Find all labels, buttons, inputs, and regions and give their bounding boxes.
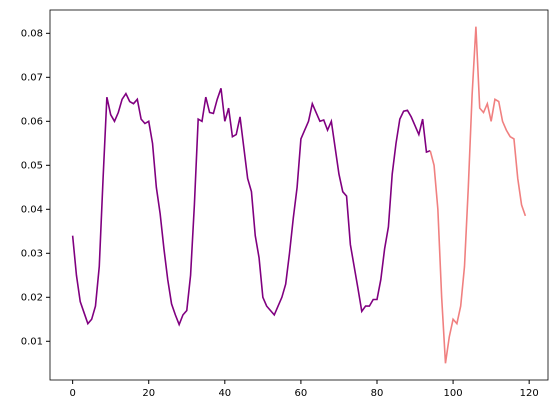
x-tick-label: 0 [69,388,75,399]
y-tick-label: 0.04 [21,204,43,215]
y-tick-label: 0.03 [21,248,43,259]
y-tick-label: 0.08 [21,28,43,39]
plot-frame [49,9,549,381]
y-tick-label: 0.01 [21,336,43,347]
x-tick-label: 120 [520,388,539,399]
line [71,88,431,327]
x-tick-label: 100 [444,388,463,399]
x-tick-label: 60 [295,388,308,399]
x-tick-label: 80 [371,388,384,399]
x-tick-label: 40 [218,388,231,399]
line [429,26,527,364]
y-tick-label: 0.06 [21,116,43,127]
y-tick-label: 0.07 [21,72,43,83]
x-tick-label: 20 [142,388,155,399]
y-tick-label: 0.02 [21,292,43,303]
y-tick-label: 0.05 [21,160,43,171]
